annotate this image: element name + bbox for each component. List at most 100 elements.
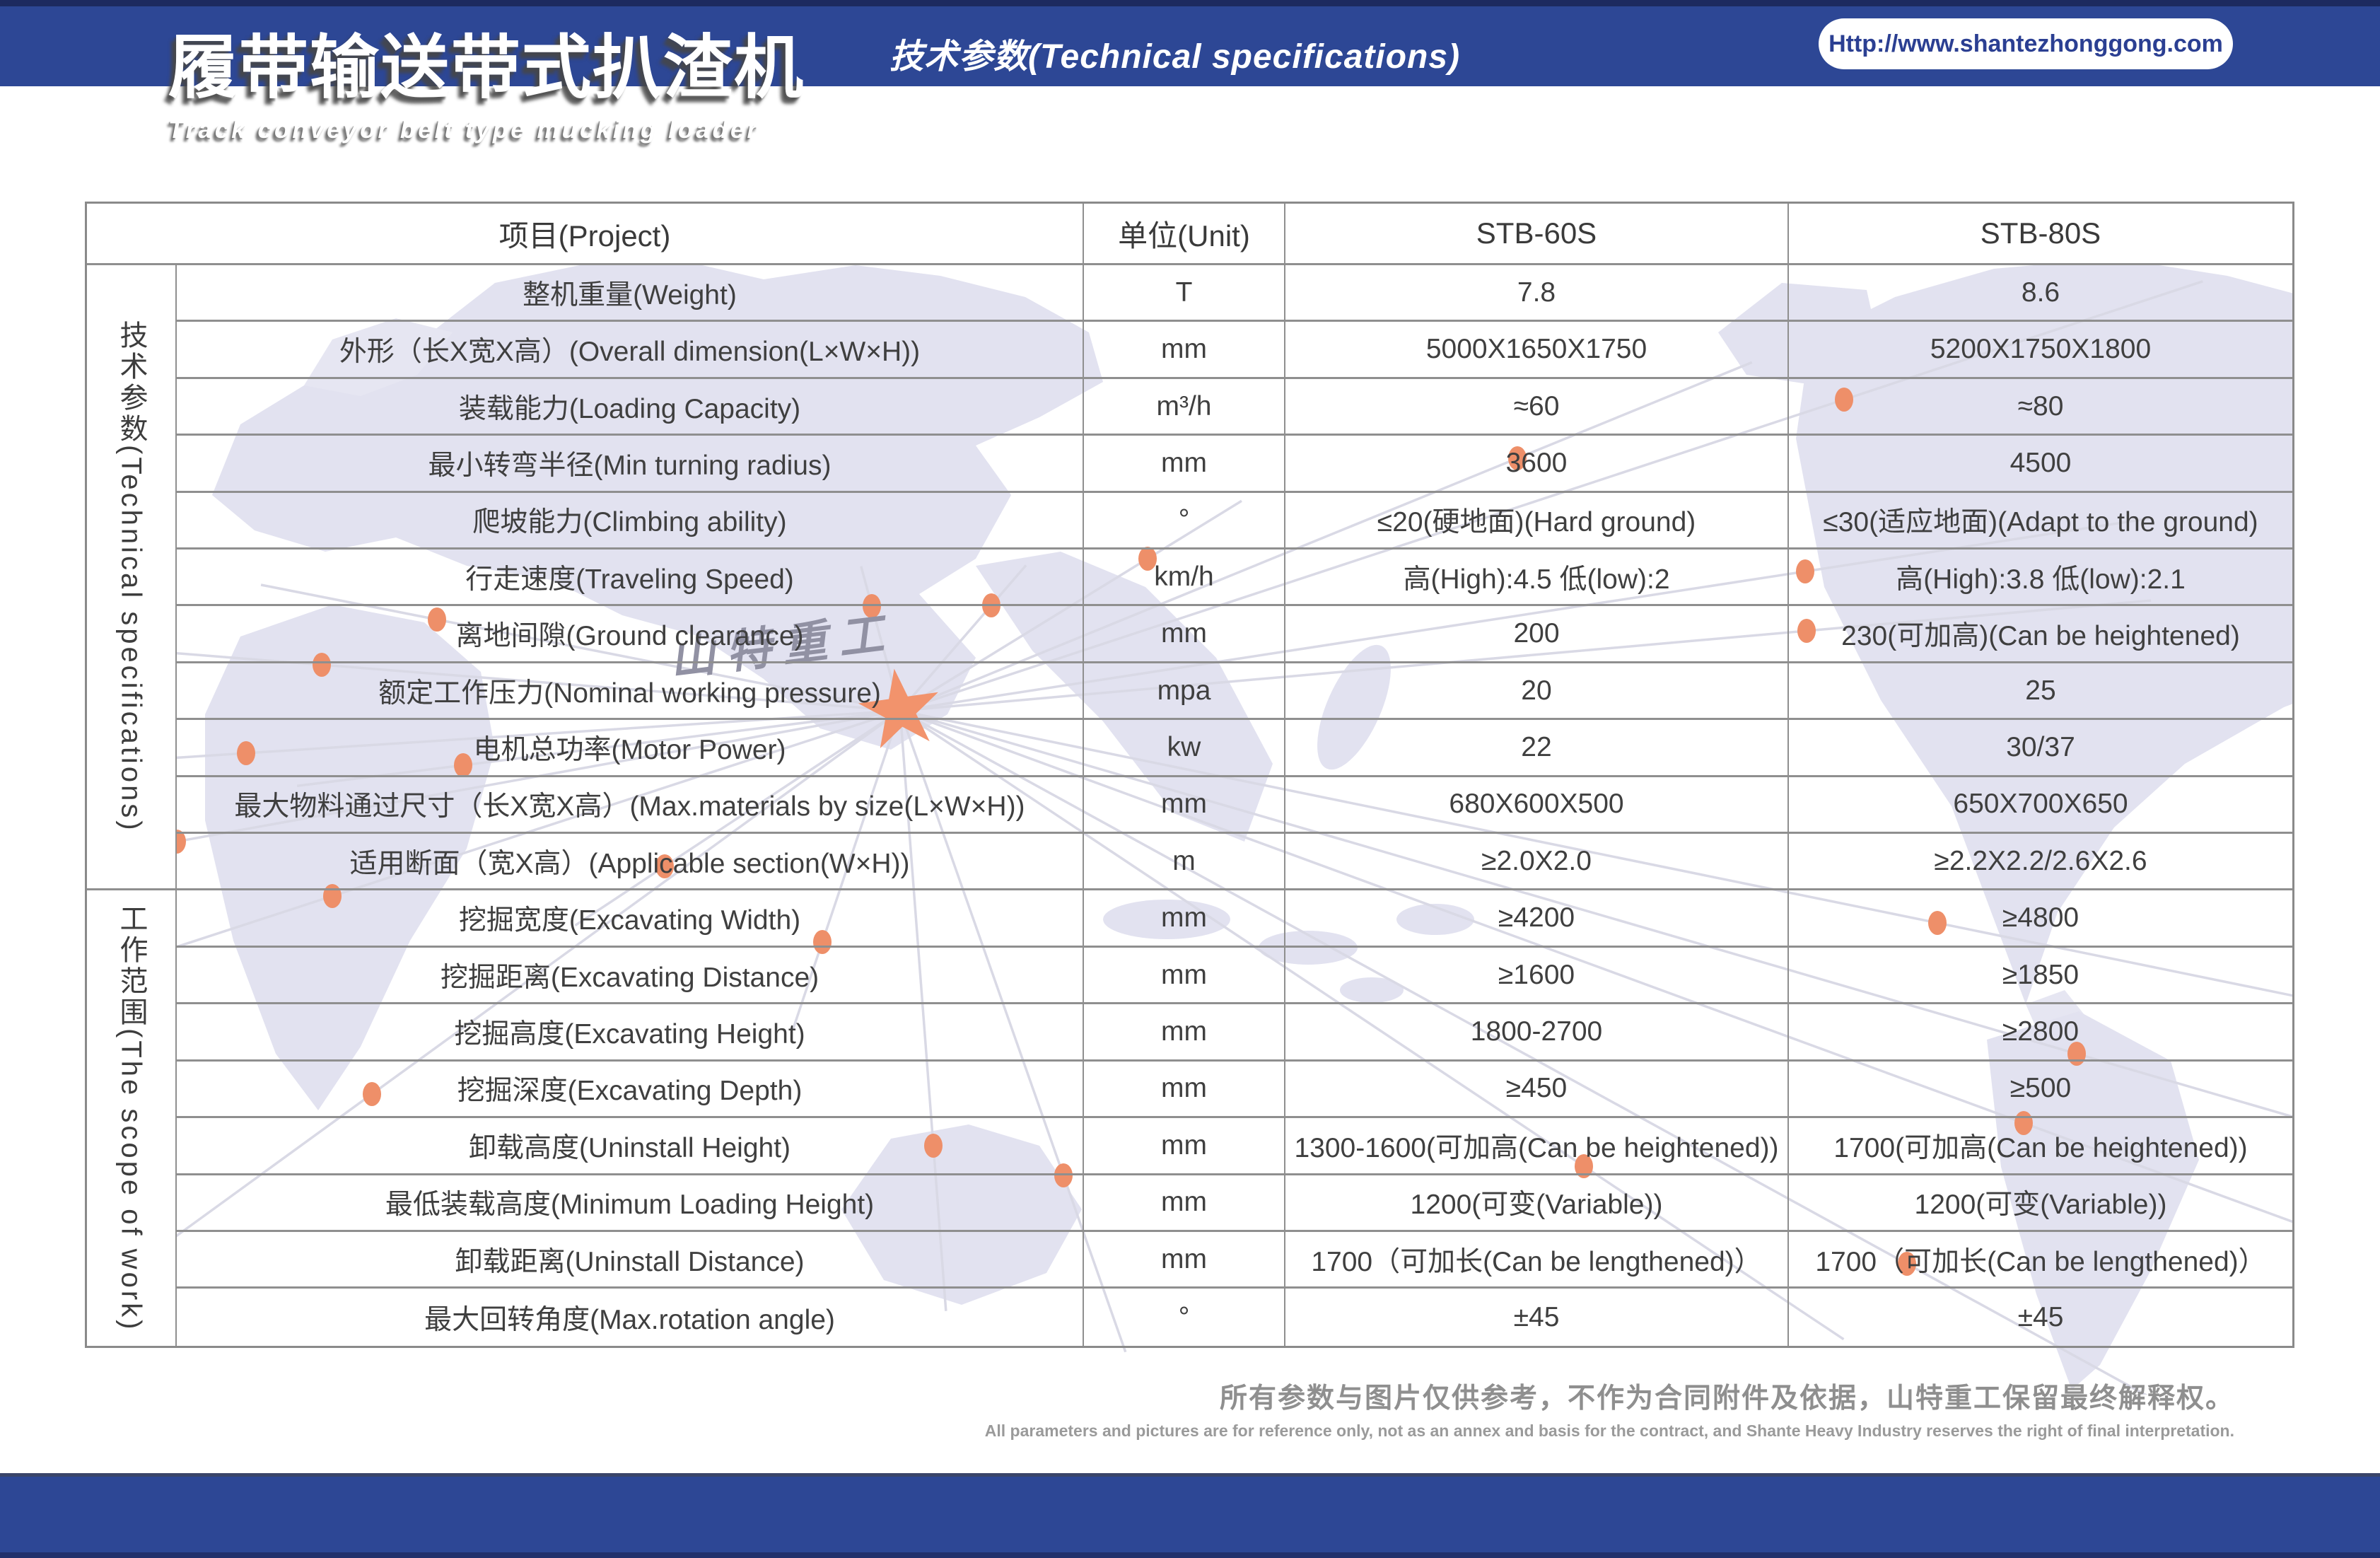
cell-stb80s: ≥500 (1789, 1062, 2292, 1119)
cell-unit: mm (1084, 1175, 1285, 1232)
cell-project: 卸载高度(Uninstall Height) (177, 1118, 1084, 1175)
cell-stb60s: ≥1600 (1285, 947, 1789, 1005)
website-url[interactable]: Http://www.shantezhonggong.com (1828, 30, 2223, 57)
cell-project: 离地间隙(Ground clearance) (177, 606, 1084, 663)
cell-project: 最大回转角度(Max.rotation angle) (177, 1289, 1084, 1346)
cell-unit: mm (1084, 322, 1285, 379)
cell-project: 最大物料通过尺寸（长X宽X高）(Max.materials by size(L×… (177, 777, 1084, 835)
cell-unit: m³/h (1084, 378, 1285, 436)
cell-project: 电机总功率(Motor Power) (177, 720, 1084, 777)
footer-blue-band (0, 1477, 2380, 1552)
continents (205, 263, 2293, 1390)
website-pill[interactable]: Http://www.shantezhonggong.com (1819, 18, 2233, 69)
cell-unit: m (1084, 834, 1285, 891)
cell-stb60s: 7.8 (1285, 265, 1789, 322)
cell-stb60s: 5000X1650X1750 (1285, 322, 1789, 379)
cell-stb80s: ±45 (2017, 1301, 2064, 1332)
cell-project: 挖掘宽度(Excavating Width) (177, 890, 1084, 948)
cell-unit: mm (1084, 1004, 1285, 1062)
spec-table: 项目(Project) 单位(Unit) STB-60S STB-80S 技术参数(Te… (85, 202, 2294, 1348)
cell-unit: ° (1084, 492, 1285, 550)
col-header-project: 项目(Project) (87, 204, 1084, 265)
cell-stb80s: 1700（可加长(Can be lengthened)） (1789, 1232, 2292, 1289)
cell-stb80s: ≥4800 (1789, 890, 2292, 948)
cell-unit: ° (1084, 1289, 1285, 1346)
cell-project: 挖掘高度(Excavating Height) (177, 1004, 1084, 1062)
cell-stb60s: 22 (1285, 720, 1789, 777)
cell-stb80s: ≥2800 (1789, 1004, 2292, 1062)
star-icon (858, 668, 938, 748)
cell-unit: mm (1084, 947, 1285, 1005)
cell-project: 适用断面（宽X高）(Applicable section(W×H)) (177, 834, 1084, 891)
cell-stb80s: 1700(可加高(Can be heightened)) (1789, 1118, 2292, 1175)
cell-project: 卸载距离(Uninstall Distance) (177, 1231, 1084, 1289)
cell-stb60s: 1300-1600(可加高(Can be heightened)) (1285, 1118, 1789, 1175)
cell-stb60s: ≥450 (1285, 1061, 1789, 1119)
cell-stb60s: ≥4200 (1285, 890, 1789, 948)
footer-disclaimer: 所有参数与图片仅供参考，不作为合同附件及依据，山特重工保留最终解释权。 All … (985, 1376, 2234, 1441)
cell-stb60s: 高(High):4.5 低(low):2 (1285, 550, 1789, 607)
cell-stb80s: 650X700X650 (1789, 777, 2292, 835)
cell-stb80s: 4500 (1789, 436, 2292, 493)
cell-stb80s: 1200(可变(Variable)) (1789, 1175, 2292, 1232)
cell-unit: kw (1084, 720, 1285, 777)
title-block: 履带输送带式扒渣机 Track conveyor belt type mucki… (168, 11, 805, 144)
cell-unit: mm (1084, 436, 1285, 493)
cell-stb80s: 8.6 (1789, 265, 2292, 322)
disclaimer-en: All parameters and pictures are for refe… (984, 1422, 2234, 1440)
cell-stb60s: 200 (1285, 606, 1789, 663)
group-label: 技术参数(Technical specifications) (87, 265, 177, 891)
cell-stb60s: ≈60 (1285, 378, 1789, 436)
bottom-navy-strip (0, 1552, 2380, 1558)
cell-stb60s: ≤20(硬地面)(Hard ground) (1285, 492, 1789, 550)
cell-project: 额定工作压力(Nominal working pressure) (177, 663, 1084, 721)
cell-stb80s: 5200X1750X1800 (1789, 322, 2292, 379)
cell-stb80s: ≥1850 (1789, 948, 2292, 1005)
disclaimer-cn: 所有参数与图片仅供参考，不作为合同附件及依据，山特重工保留最终解释权。 (1219, 1383, 2234, 1414)
cell-stb60s: 1800-2700 (1285, 1004, 1789, 1062)
cell-unit: mm (1084, 1231, 1285, 1289)
cell-stb60s: ≥2.0X2.0 (1285, 834, 1789, 891)
cell-stb60s: 20 (1285, 663, 1789, 721)
cell-unit: mm (1084, 890, 1285, 948)
col-header-stb60s: STB-60S (1285, 204, 1789, 265)
cell-unit: mm (1084, 1061, 1285, 1119)
cell-stb80s: 25 (1789, 663, 2292, 721)
cell-unit: T (1084, 265, 1285, 322)
world-map-watermark: 山特重工 (176, 263, 2293, 1395)
bottom-hairline (0, 1473, 2380, 1477)
cell-unit: mm (1084, 606, 1285, 663)
group-label: 工作范围(The scope of work) (87, 890, 177, 1346)
cell-project: 行走速度(Traveling Speed) (177, 550, 1084, 607)
cell-stb60s: 3600 (1285, 436, 1789, 493)
page-subtitle: Track conveyor belt type mucking loader (168, 116, 760, 144)
cell-project: 爬坡能力(Climbing ability) (177, 492, 1084, 550)
cell-unit: km/h (1084, 550, 1285, 607)
cell-stb60s: 680X600X500 (1285, 777, 1789, 835)
cell-stb80s: ≤30(适应地面)(Adapt to the ground) (1789, 493, 2292, 550)
cell-stb60s: 1700（可加长(Can be lengthened)） (1285, 1231, 1789, 1289)
cell-project: 最低装载高度(Minimum Loading Height) (177, 1175, 1084, 1232)
cell-unit: mm (1084, 1118, 1285, 1175)
col-header-unit: 单位(Unit) (1084, 204, 1285, 265)
cell-project: 挖掘深度(Excavating Depth) (177, 1061, 1084, 1119)
cell-project: 装载能力(Loading Capacity) (177, 378, 1084, 436)
cell-stb80s: 高(High):3.8 低(low):2.1 (1789, 550, 2292, 607)
cell-stb60s: 1200(可变(Variable)) (1285, 1175, 1789, 1232)
cell-stb80s: ≈80 (1789, 379, 2292, 436)
top-navy-strip (0, 0, 2380, 6)
cell-stb60s: ±45 (1285, 1289, 1789, 1346)
cell-stb80s: 30/37 (1789, 720, 2292, 777)
cell-project: 整机重量(Weight) (177, 265, 1084, 322)
cell-project: 挖掘距离(Excavating Distance) (177, 947, 1084, 1005)
col-header-stb80s: STB-80S (1789, 204, 2292, 265)
cell-stb80s: 230(可加高)(Can be heightened) (1789, 606, 2292, 663)
cell-stb80s: ≥2.2X2.2/2.6X2.6 (1789, 834, 2292, 891)
page-title: 履带输送带式扒渣机 (168, 28, 805, 106)
cell-unit: mpa (1084, 663, 1285, 721)
section-title: 技术参数(Technical specifications) (889, 38, 1461, 76)
cell-unit: mm (1084, 777, 1285, 835)
cell-project: 最小转弯半径(Min turning radius) (177, 436, 1084, 493)
cell-project: 外形（长X宽X高）(Overall dimension(L×W×H)) (177, 322, 1084, 379)
